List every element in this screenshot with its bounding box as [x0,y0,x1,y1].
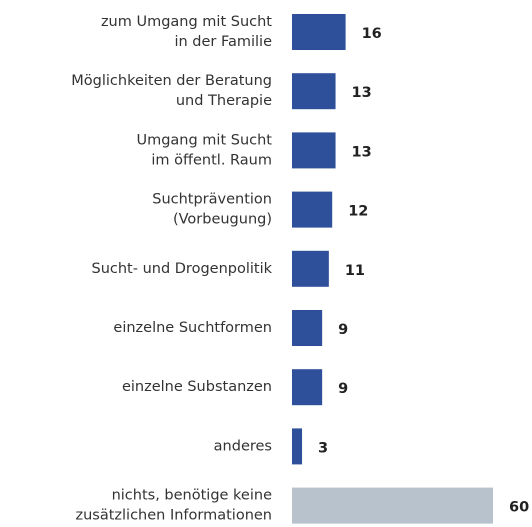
value-label: 16 [362,26,382,42]
value-label: 13 [352,144,372,160]
bar [292,428,303,465]
category-label: (Vorbeugung) [173,212,272,228]
value-label: 9 [338,381,348,397]
bar [292,310,323,346]
bar [292,14,346,50]
bar [292,369,323,406]
bar [292,73,336,110]
value-label: 9 [338,322,348,338]
category-label: zusätzlichen Informationen [75,508,272,524]
category-label: Möglichkeiten der Beratung [71,73,272,89]
category-label: und Therapie [176,93,272,109]
category-label: Suchtprävention [152,192,272,208]
value-label: 11 [345,263,365,279]
category-label: im öffentl. Raum [151,152,272,168]
value-label: 12 [348,204,368,220]
bar [292,132,336,169]
category-label: einzelne Suchtformen [113,320,272,336]
category-label: nichts, benötige keine [112,488,272,504]
category-label: in der Familie [174,34,272,50]
category-label: Sucht- und Drogenpolitik [91,261,272,277]
category-label: Umgang mit Sucht [136,132,272,148]
bar [292,250,329,287]
value-label: 3 [318,440,328,456]
value-label: 60 [509,500,529,516]
category-label: zum Umgang mit Sucht [101,14,272,30]
category-label: anderes [214,438,272,454]
bar [292,487,493,524]
bar [292,191,333,228]
value-label: 13 [352,85,372,101]
category-label: einzelne Substanzen [122,379,272,395]
